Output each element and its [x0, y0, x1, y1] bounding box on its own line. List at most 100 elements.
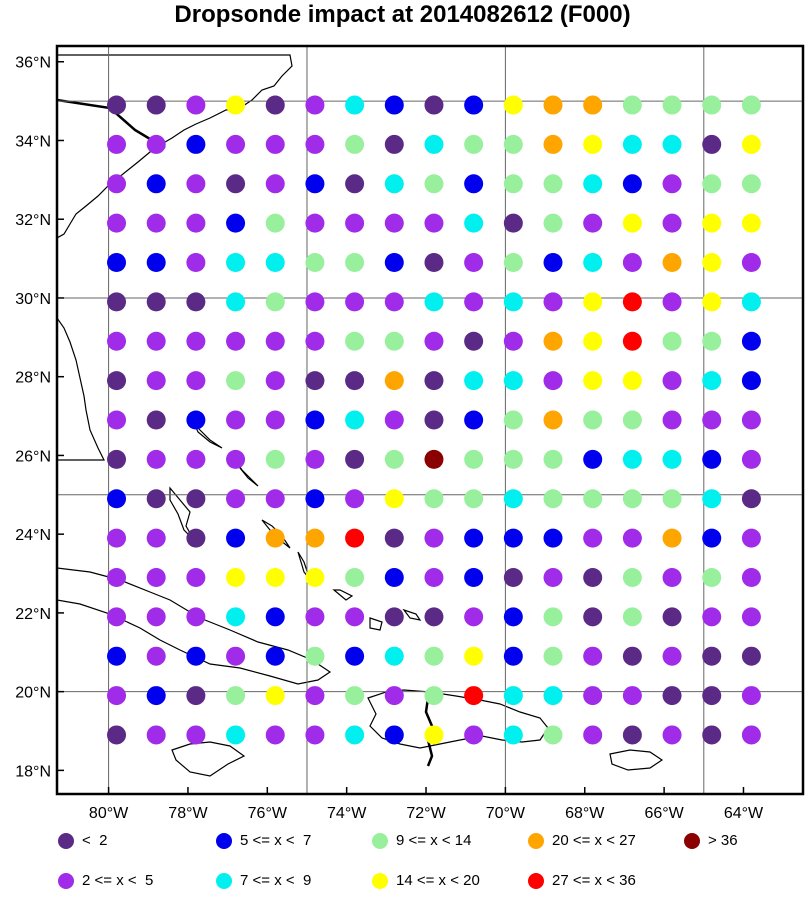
impact-dot [424, 567, 444, 587]
impact-dot [384, 528, 404, 548]
impact-dot [702, 174, 722, 194]
impact-dot [622, 607, 642, 627]
impact-dot [543, 331, 563, 351]
impact-dot [464, 646, 484, 666]
impact-dot [305, 95, 325, 115]
florida-coastline [57, 317, 105, 461]
impact-dot [464, 292, 484, 312]
impact-dot [146, 646, 166, 666]
impact-dot [741, 686, 761, 706]
impact-dot [741, 213, 761, 233]
impact-dot [384, 725, 404, 745]
impact-dot [226, 134, 246, 154]
legend-swatch [372, 833, 388, 849]
impact-dot [226, 567, 246, 587]
impact-dot [503, 528, 523, 548]
impact-dot [345, 646, 365, 666]
impact-dot [226, 607, 246, 627]
impact-dot [662, 410, 682, 430]
legend-label: 9 <= x < 14 [396, 832, 472, 849]
impact-dot [583, 174, 603, 194]
impact-dot [503, 134, 523, 154]
impact-dot [622, 95, 642, 115]
impact-dot [622, 489, 642, 509]
impact-dot [741, 134, 761, 154]
impact-dot [107, 686, 127, 706]
impact-dot [424, 134, 444, 154]
impact-dot [702, 725, 722, 745]
impact-dot [384, 686, 404, 706]
lat-tick-label: 26°N [15, 448, 51, 465]
impact-dot [543, 725, 563, 745]
impact-dot [265, 725, 285, 745]
impact-dot [503, 410, 523, 430]
impact-dot [543, 646, 563, 666]
impact-dot [186, 134, 206, 154]
impact-dot [583, 134, 603, 154]
impact-dot [146, 134, 166, 154]
impact-dots [107, 95, 761, 745]
impact-dot [226, 646, 246, 666]
impact-dot [503, 567, 523, 587]
impact-dot [464, 174, 484, 194]
impact-dot [305, 410, 325, 430]
impact-dot [583, 253, 603, 273]
impact-dot [583, 410, 603, 430]
impact-dot [226, 410, 246, 430]
legend-label: 14 <= x < 20 [396, 872, 480, 889]
impact-dot [503, 95, 523, 115]
impact-dot [741, 449, 761, 469]
impact-dot [384, 134, 404, 154]
impact-dot [384, 646, 404, 666]
impact-dot [107, 174, 127, 194]
impact-dot [305, 371, 325, 391]
impact-dot [146, 253, 166, 273]
impact-dot [345, 331, 365, 351]
impact-dot [702, 292, 722, 312]
impact-dot [464, 489, 484, 509]
impact-dot [702, 489, 722, 509]
impact-dot [503, 646, 523, 666]
impact-dot [305, 213, 325, 233]
lon-tick-label: 70°W [486, 805, 526, 822]
impact-dot [305, 489, 325, 509]
impact-dot [226, 528, 246, 548]
impact-dot [146, 410, 166, 430]
impact-dot [662, 331, 682, 351]
impact-dot [305, 134, 325, 154]
impact-dot [107, 292, 127, 312]
legend-label: 27 <= x < 36 [552, 872, 636, 889]
impact-dot [741, 95, 761, 115]
impact-dot [226, 725, 246, 745]
impact-dot [741, 725, 761, 745]
impact-dot [146, 292, 166, 312]
impact-dot [265, 449, 285, 469]
impact-dot [583, 95, 603, 115]
impact-dot [424, 174, 444, 194]
impact-dot [226, 95, 246, 115]
legend-swatch [216, 873, 232, 889]
impact-dot [384, 331, 404, 351]
impact-dot [464, 331, 484, 351]
impact-dot [186, 371, 206, 391]
impact-dot [186, 331, 206, 351]
impact-dot [622, 410, 642, 430]
impact-dot [107, 410, 127, 430]
impact-dot [464, 371, 484, 391]
legend-swatch [684, 833, 700, 849]
impact-dot [265, 253, 285, 273]
impact-dot [384, 371, 404, 391]
legend-swatch [216, 833, 232, 849]
legend-label: 2 <= x < 5 [82, 872, 154, 889]
impact-dot [503, 449, 523, 469]
axis-ticks: 36°N 34°N 32°N 30°N 28°N 26°N 24°N 22°N 20°N 18°N… [15, 55, 764, 822]
impact-dot [662, 371, 682, 391]
impact-dot [226, 213, 246, 233]
impact-dot [741, 528, 761, 548]
lat-tick-label: 18°N [15, 763, 51, 780]
impact-dot [622, 567, 642, 587]
impact-dot [583, 371, 603, 391]
impact-dot [503, 371, 523, 391]
impact-dot [345, 449, 365, 469]
impact-dot [464, 567, 484, 587]
